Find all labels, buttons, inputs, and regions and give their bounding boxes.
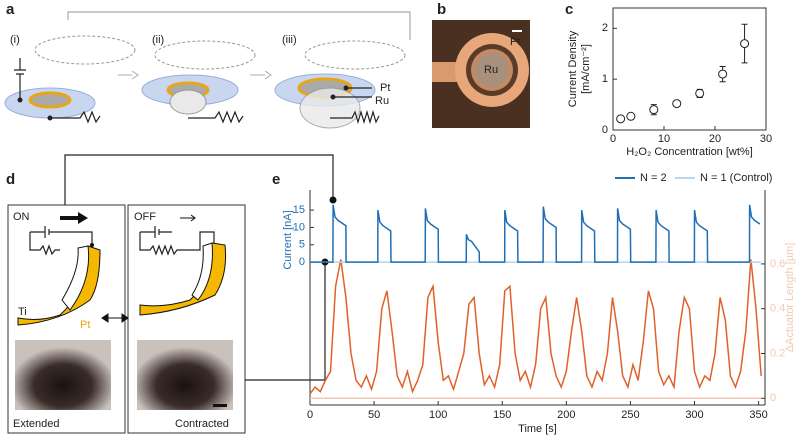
label: Ti (18, 306, 27, 318)
step-iii (274, 40, 406, 129)
label: Pt (80, 319, 90, 331)
panel-label: e (272, 171, 280, 188)
label: Pt (380, 82, 390, 94)
x-tick-label: 200 (557, 409, 575, 421)
point (718, 69, 728, 79)
panel-label: a (6, 1, 15, 18)
caption: Extended (13, 418, 59, 430)
step-label: (ii) (152, 34, 164, 46)
state-label: OFF (134, 211, 156, 223)
actuator-off (139, 226, 226, 316)
x-tick-label: 300 (685, 409, 703, 421)
x-tick-label: 0 (610, 133, 616, 145)
state-label: ON (13, 211, 30, 223)
arrow (67, 11, 411, 40)
step-label: (iii) (282, 34, 297, 46)
arrow (180, 214, 196, 222)
arrow (118, 70, 139, 80)
y-axis-label: [mA/cm⁻²] (580, 44, 592, 94)
x-tick-label: 100 (429, 409, 447, 421)
y2-tick-label: 0 (770, 392, 776, 404)
point (740, 39, 750, 49)
arrow (250, 70, 272, 80)
panel-label: b (437, 1, 446, 18)
photo (137, 340, 233, 410)
y2-tick-label: 0.4 (770, 303, 785, 315)
step-i (4, 35, 136, 124)
legend-label: N = 2 (640, 172, 667, 184)
y-tick-label: 0 (602, 124, 608, 136)
y-tick-label: 2 (602, 22, 608, 34)
panel-label: d (6, 171, 15, 188)
panel-box (127, 204, 246, 434)
y2-tick-label: 0.2 (770, 347, 785, 359)
x-tick-label: 350 (749, 409, 767, 421)
caption: Contracted (175, 418, 229, 430)
point (626, 111, 636, 121)
x-axis-label: H₂O₂ Concentration [wt%] (626, 146, 753, 158)
plot-frame (612, 7, 767, 131)
photo (15, 340, 111, 410)
point (695, 88, 705, 98)
point (672, 99, 682, 109)
legend-label: N = 1 (Control) (700, 172, 772, 184)
arrow (101, 313, 129, 323)
label: Ru (484, 64, 498, 76)
scale-bar (213, 404, 227, 407)
y-tick-label: 5 (299, 239, 305, 251)
label: Pt (510, 36, 520, 48)
y-tick-label: 10 (293, 221, 305, 233)
x-tick-label: 20 (709, 133, 721, 145)
arrow (78, 212, 88, 224)
y2-axis-label: ΔActuator Length [µm] (784, 243, 796, 353)
x-tick-label: 50 (368, 409, 380, 421)
step-label: (i) (10, 34, 20, 46)
label: Ru (375, 95, 389, 107)
x-tick-label: 30 (760, 133, 772, 145)
panel-label: c (565, 1, 573, 18)
actuator-on (17, 226, 101, 326)
y-axis-label: Current Density (567, 30, 579, 107)
point (616, 114, 626, 124)
series-line (310, 204, 761, 263)
x-tick-label: 250 (621, 409, 639, 421)
x-tick-label: 10 (658, 133, 670, 145)
connector-dot (329, 196, 337, 204)
step-ii (141, 40, 256, 124)
point (649, 105, 659, 115)
y-tick-label: 0 (299, 256, 305, 268)
y-tick-label: 1 (602, 73, 608, 85)
series-line (309, 259, 762, 395)
y-axis-label: Current [nA] (282, 210, 294, 269)
micrograph: Pt Ru (432, 20, 530, 128)
y-tick-label: 15 (293, 204, 305, 216)
x-axis-label: Time [s] (518, 423, 557, 435)
x-tick-label: 0 (307, 409, 313, 421)
x-tick-label: 150 (493, 409, 511, 421)
y2-tick-label: 0.6 (770, 258, 785, 270)
